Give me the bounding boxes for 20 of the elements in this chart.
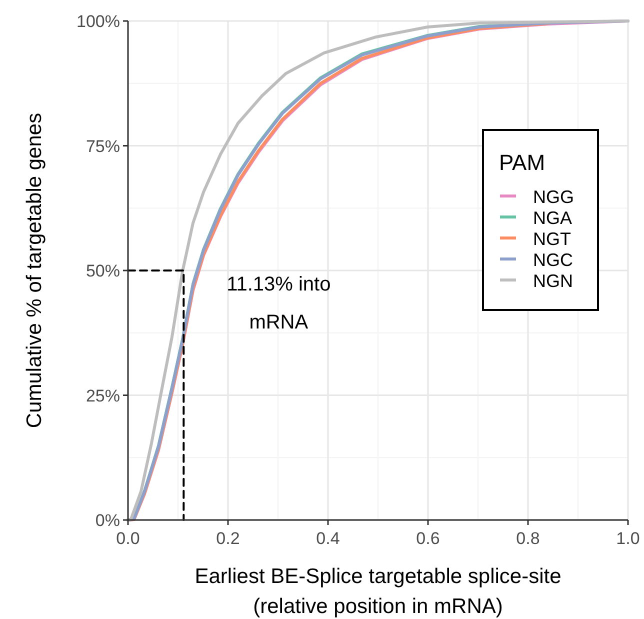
y-tick-label: 75% [86, 136, 120, 156]
x-tick-label: 0.6 [416, 529, 440, 548]
legend-label: NGN [533, 271, 573, 291]
x-tick-label: 1.0 [616, 529, 640, 548]
y-axis-title: Cumulative % of targetable genes [23, 112, 46, 428]
x-tick-label: 0.0 [116, 529, 140, 548]
x-tick-label: 0.2 [216, 529, 240, 548]
y-tick-label: 0% [95, 511, 120, 530]
legend-label: NGC [533, 250, 573, 270]
x-tick-label: 0.8 [516, 529, 540, 548]
x-tick-label: 0.4 [316, 529, 340, 548]
legend-label: NGG [533, 187, 574, 207]
y-tick-label: 100% [76, 12, 120, 31]
legend-title: PAM [499, 150, 546, 175]
legend-label: NGA [533, 208, 572, 228]
y-tick-label: 25% [86, 386, 120, 406]
x-axis-title: Earliest BE-Splice targetable splice-site (relative position in mRNA) [194, 565, 562, 618]
annotation: 11.13% into mRNA [226, 274, 331, 334]
legend-label: NGT [533, 229, 571, 249]
y-tick-label: 50% [86, 262, 120, 280]
